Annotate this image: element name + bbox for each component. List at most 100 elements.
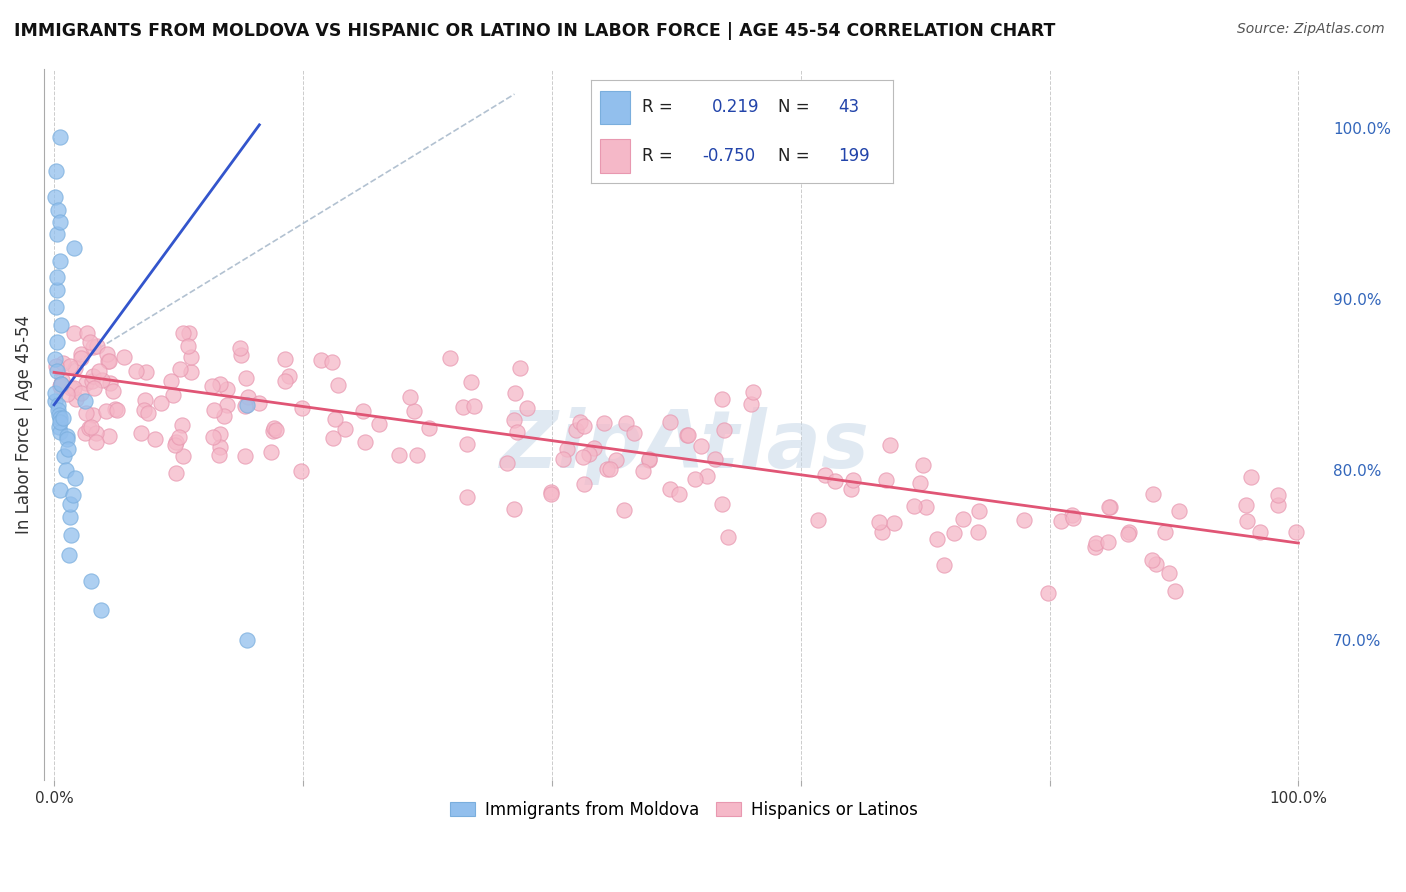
Point: [1285, 524, 1308, 539]
Point: [180, 365, 202, 379]
Point: [710, 392, 733, 406]
Point: [908, 476, 931, 491]
Text: N =: N =: [778, 98, 810, 117]
Point: [162, 387, 184, 401]
Point: [883, 516, 905, 531]
Point: [58, 510, 80, 524]
Point: [44, 189, 66, 203]
Point: [638, 451, 661, 466]
Point: [180, 350, 202, 364]
Point: [49, 215, 72, 229]
Point: [613, 503, 636, 517]
Point: [69, 385, 91, 400]
Point: [82, 369, 104, 384]
Point: [574, 477, 596, 491]
Point: [321, 355, 343, 369]
Point: [599, 462, 621, 476]
Point: [912, 458, 935, 473]
Point: [1084, 541, 1107, 555]
Point: [217, 383, 239, 397]
Point: [169, 430, 191, 444]
Point: [572, 418, 595, 433]
Point: [967, 504, 990, 518]
Point: [870, 524, 893, 539]
Text: 0.219: 0.219: [711, 98, 759, 117]
Point: [578, 447, 600, 461]
Point: [1234, 498, 1257, 512]
Point: [79, 334, 101, 349]
Point: [44, 385, 66, 400]
Point: [229, 341, 252, 355]
Point: [1144, 558, 1167, 572]
Point: [333, 421, 356, 435]
Point: [55, 432, 77, 446]
Point: [456, 436, 478, 450]
Point: [943, 525, 966, 540]
Point: [129, 425, 152, 440]
Point: [710, 497, 733, 511]
Point: [45, 301, 67, 315]
Text: ZipAtlas: ZipAtlas: [499, 407, 869, 484]
Point: [60, 527, 83, 541]
Point: [309, 352, 332, 367]
Point: [77, 420, 100, 434]
Point: [388, 448, 411, 462]
Point: [506, 425, 529, 439]
Text: -0.750: -0.750: [703, 146, 755, 165]
Point: [1236, 514, 1258, 528]
Point: [201, 379, 224, 393]
Point: [568, 415, 591, 429]
Point: [94, 404, 117, 418]
Point: [262, 424, 284, 438]
FancyBboxPatch shape: [599, 139, 630, 173]
Point: [44, 351, 66, 366]
Point: [202, 403, 225, 417]
Y-axis label: In Labor Force | Age 45-54: In Labor Force | Age 45-54: [15, 315, 32, 534]
Point: [1267, 488, 1289, 502]
Point: [89, 364, 111, 378]
Point: [208, 441, 231, 455]
Point: [46, 398, 69, 412]
Point: [52, 356, 75, 370]
Point: [439, 351, 461, 365]
Point: [215, 398, 238, 412]
Point: [1249, 525, 1271, 540]
Point: [45, 364, 67, 378]
Point: [90, 372, 112, 386]
Point: [177, 339, 200, 353]
Point: [165, 434, 187, 449]
Point: [1098, 500, 1121, 514]
Point: [807, 513, 830, 527]
Point: [1097, 535, 1119, 549]
Point: [713, 423, 735, 437]
Point: [326, 378, 349, 392]
Point: [56, 386, 79, 401]
Point: [49, 376, 72, 391]
Text: Source: ZipAtlas.com: Source: ZipAtlas.com: [1237, 22, 1385, 37]
Point: [1085, 536, 1108, 550]
Point: [496, 456, 519, 470]
Point: [1159, 566, 1181, 581]
Point: [572, 450, 595, 464]
Point: [824, 474, 846, 488]
Point: [46, 203, 69, 218]
Legend: Immigrants from Moldova, Hispanics or Latinos: Immigrants from Moldova, Hispanics or La…: [443, 794, 924, 825]
Point: [80, 420, 103, 434]
Point: [593, 416, 616, 430]
Text: 199: 199: [838, 146, 870, 165]
Point: [45, 359, 67, 373]
Point: [1036, 585, 1059, 599]
Point: [264, 424, 287, 438]
Point: [98, 376, 121, 391]
Point: [322, 431, 344, 445]
Point: [51, 374, 73, 388]
Point: [502, 502, 524, 516]
Point: [614, 416, 637, 430]
Point: [49, 483, 72, 497]
Point: [236, 633, 259, 648]
Point: [48, 408, 70, 422]
Point: [49, 129, 72, 144]
Point: [104, 402, 127, 417]
Point: [1098, 500, 1121, 514]
Point: [86, 434, 108, 449]
